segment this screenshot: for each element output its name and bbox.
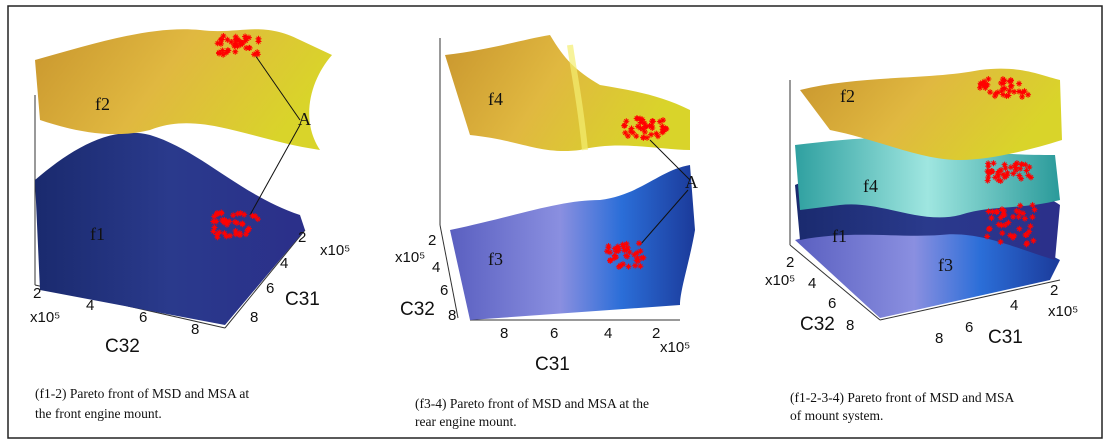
tick-label: 4 [280, 255, 288, 272]
panel-3: f2 f4 f1 f3 2 4 6 8 x10⁵ C32 8 6 4 2 x10… [765, 69, 1078, 423]
surface-label: f4 [488, 89, 503, 109]
page-body: f2 f1 A 2 4 6 8 x10⁵ C32 2 4 6 8 x10⁵ C3… [0, 0, 1107, 443]
panel-1: f2 f1 A 2 4 6 8 x10⁵ C32 2 4 6 8 x10⁵ C3… [30, 29, 350, 421]
surface-label: f3 [488, 249, 503, 269]
caption: (f1-2-3-4) Pareto front of MSD and MSA [790, 390, 1014, 405]
axis-multiplier: x10⁵ [660, 339, 690, 356]
caption: the front engine mount. [35, 406, 162, 421]
tick-label: 8 [846, 317, 854, 334]
tick-label: 4 [604, 325, 612, 342]
tick-label: 2 [33, 285, 41, 302]
annotation: A [685, 172, 698, 192]
tick-label: 6 [266, 280, 274, 297]
axis-label: C31 [285, 289, 320, 310]
surface-label: f4 [863, 176, 878, 196]
surface [35, 29, 332, 150]
tick-label: 4 [1010, 297, 1018, 314]
surface [35, 133, 305, 325]
caption: (f3-4) Pareto front of MSD and MSA at th… [415, 396, 649, 411]
surface [450, 165, 695, 320]
axis-multiplier: x10⁵ [395, 249, 425, 266]
tick-label: 2 [298, 229, 306, 246]
tick-label: 6 [139, 309, 147, 326]
tick-label: 6 [550, 325, 558, 342]
axis-label: C31 [988, 327, 1023, 348]
tick-label: 8 [250, 309, 258, 326]
axis-multiplier: x10⁵ [320, 242, 350, 259]
axis-label: C31 [535, 354, 570, 375]
surface-label: f2 [840, 86, 855, 106]
tick-label: 4 [808, 275, 816, 292]
axis-multiplier: x10⁵ [1048, 303, 1078, 320]
tick-label: 8 [448, 307, 456, 324]
axis-multiplier: x10⁵ [765, 272, 795, 289]
axis-label: C32 [400, 299, 435, 320]
tick-label: 6 [440, 282, 448, 299]
tick-label: 8 [500, 325, 508, 342]
panel-2: f4 f3 A 2 4 6 8 x10⁵ C32 8 6 4 2 x10⁵ C3… [395, 35, 698, 429]
tick-label: 2 [428, 232, 436, 249]
tick-label: 2 [1050, 282, 1058, 299]
tick-label: 8 [191, 321, 199, 338]
surface-label: f1 [832, 226, 847, 246]
caption: of mount system. [790, 408, 883, 423]
surface-label: f3 [938, 255, 953, 275]
tick-label: 2 [786, 254, 794, 271]
tick-label: 6 [828, 295, 836, 312]
axis-label: C32 [105, 336, 140, 357]
page: {"panels": [ {"surface_labels": ["f2", "… [0, 0, 1107, 443]
tick-label: 4 [432, 259, 440, 276]
surface-label: f2 [95, 94, 110, 114]
axis-multiplier: x10⁵ [30, 309, 60, 326]
surface-label: f1 [90, 224, 105, 244]
tick-label: 4 [86, 297, 94, 314]
tick-label: 6 [965, 319, 973, 336]
surface [445, 35, 690, 151]
caption: rear engine mount. [415, 414, 517, 429]
annotation: A [298, 109, 311, 129]
caption: (f1-2) Pareto front of MSD and MSA at [35, 386, 249, 401]
tick-label: 8 [935, 330, 943, 347]
axis-label: C32 [800, 314, 835, 335]
figure: f2 f1 A 2 4 6 8 x10⁵ C32 2 4 6 8 x10⁵ C3… [0, 0, 1107, 443]
